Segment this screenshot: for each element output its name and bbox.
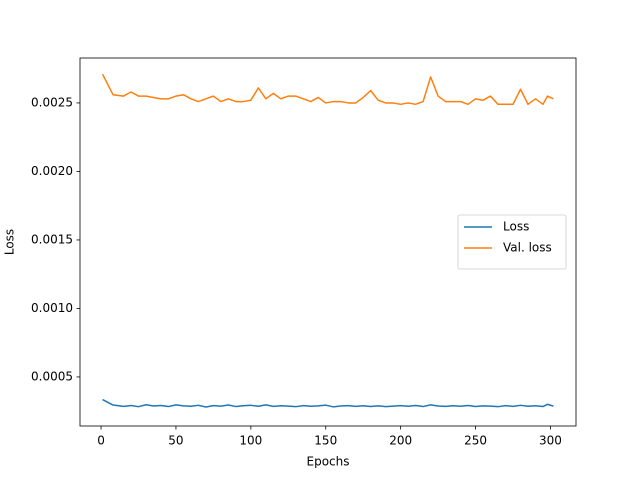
y-tick-label: 0.0015	[31, 232, 73, 246]
x-tick-label: 0	[97, 434, 105, 448]
plot-frame	[79, 57, 577, 427]
legend-label: Loss	[503, 220, 529, 234]
x-tick-label: 50	[168, 434, 183, 448]
data-line	[102, 398, 554, 408]
legend-box	[457, 214, 567, 270]
x-tick-label: 150	[314, 434, 337, 448]
x-tick-label: 250	[464, 434, 487, 448]
data-line	[101, 73, 554, 106]
x-axis-label: Epochs	[307, 455, 350, 469]
y-tick-label: 0.0025	[31, 95, 73, 109]
y-tick-label: 0.0005	[31, 369, 73, 383]
x-tick-label: 100	[239, 434, 262, 448]
y-tick-label: 0.0020	[31, 164, 73, 178]
x-tick-label: 300	[539, 434, 562, 448]
y-axis-label: Loss	[3, 229, 17, 255]
y-tick-label: 0.0010	[31, 301, 73, 315]
x-tick-label: 200	[389, 434, 412, 448]
legend-label: Val. loss	[503, 241, 552, 255]
